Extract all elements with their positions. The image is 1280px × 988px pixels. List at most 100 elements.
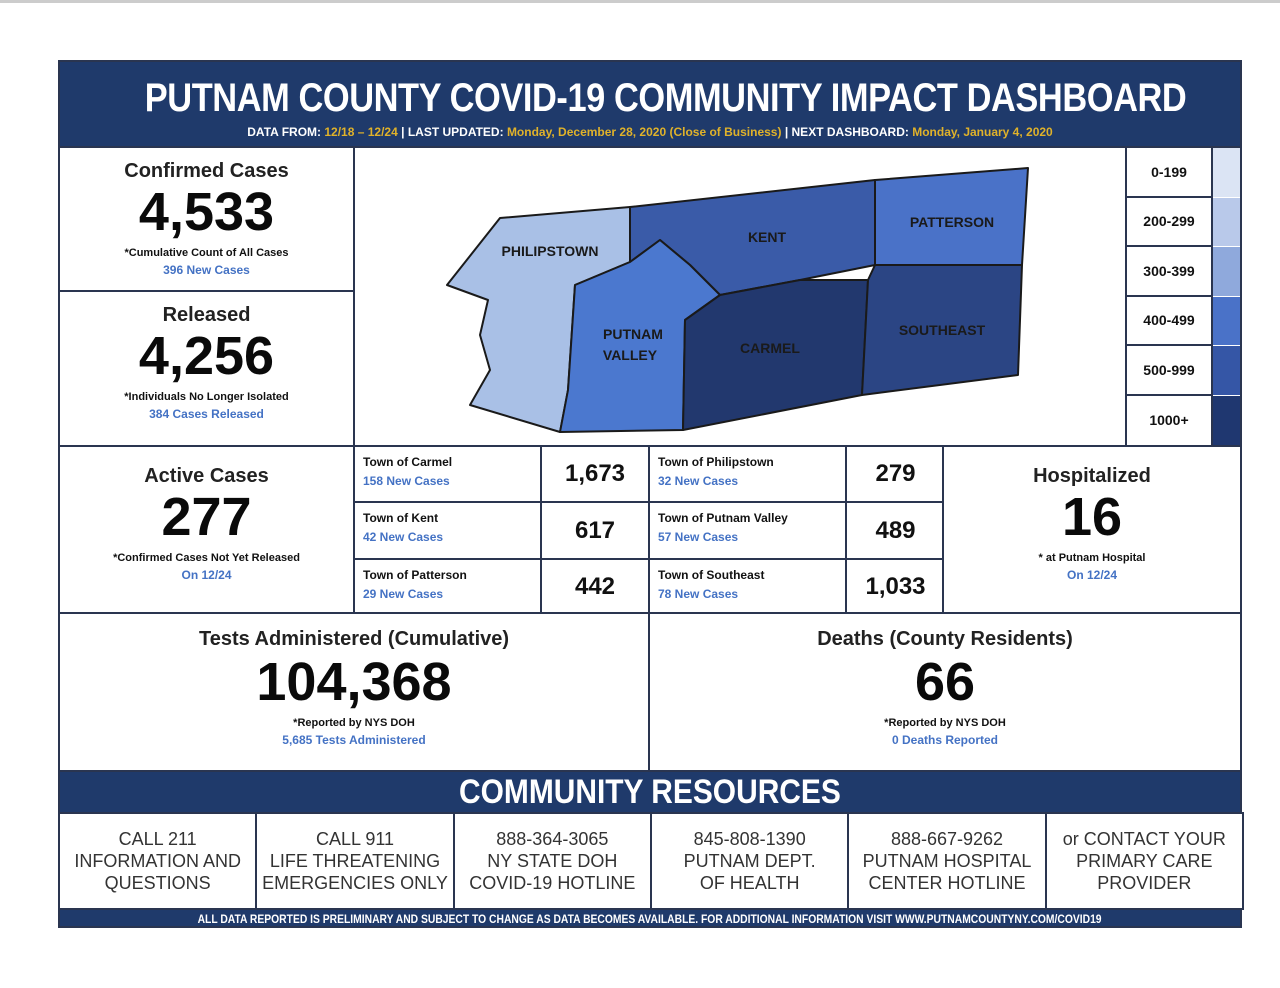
town-sub: 158 New Cases xyxy=(363,474,450,488)
legend-label: 1000+ xyxy=(1127,395,1213,445)
tests-box: Tests Administered (Cumulative) 104,368 … xyxy=(58,612,650,772)
town-sub: 42 New Cases xyxy=(363,530,444,544)
value: Monday, January 4, 2020 xyxy=(912,125,1053,139)
towns-table: Town of Carmel 158 New Cases 1,673 Town of … xyxy=(353,445,946,616)
resource-cell: 845-808-1390 PUTNAM DEPT. OF HEALTH xyxy=(650,812,850,910)
legend-swatch xyxy=(1213,197,1240,247)
resource-line: QUESTIONS xyxy=(104,873,211,893)
region-label: KENT xyxy=(748,229,787,245)
resource-line: 845-808-1390 xyxy=(693,829,806,849)
town-name: Town of Patterson xyxy=(363,568,467,582)
resource-line: NY STATE DOH xyxy=(487,851,618,871)
resource-line: CENTER HOTLINE xyxy=(868,873,1026,893)
region-label: VALLEY xyxy=(603,347,658,363)
resources: CALL 211 INFORMATION AND QUESTIONS CALL 911… xyxy=(58,812,1244,910)
hospitalized-box: Hospitalized 16 * at Putnam Hospital On … xyxy=(942,445,1242,614)
box-title: Deaths (County Residents) xyxy=(817,628,1073,650)
resource-line: LIFE THREATENING xyxy=(269,851,441,871)
note: * at Putnam Hospital xyxy=(1038,552,1146,564)
sub-note: On 12/24 xyxy=(1066,568,1118,582)
big-number: 4,533 xyxy=(138,182,275,242)
town-cell: Town of Carmel 158 New Cases xyxy=(353,445,542,503)
legend-swatch xyxy=(1213,247,1240,297)
resource-line: PROVIDER xyxy=(1097,873,1192,893)
resource-line: OF HEALTH xyxy=(699,873,800,893)
deaths-box: Deaths (County Residents) 66 *Reported b… xyxy=(648,612,1242,772)
value: 12/18 – 12/24 xyxy=(324,125,398,139)
resource-line: CALL 211 xyxy=(118,829,197,849)
resource-line: or CONTACT YOUR xyxy=(1062,829,1226,849)
town-name: Town of Philipstown xyxy=(658,455,774,469)
resource-line: PRIMARY CARE xyxy=(1076,851,1213,871)
big-number: 66 xyxy=(914,652,976,712)
resource-cell: CALL 211 INFORMATION AND QUESTIONS xyxy=(58,812,258,910)
active-box: Active Cases 277 *Confirmed Cases Not Ye… xyxy=(58,445,355,614)
big-number: 4,256 xyxy=(138,326,275,386)
region-label: CARMEL xyxy=(740,340,800,356)
town-cell: Town of Patterson 29 New Cases xyxy=(353,558,542,616)
legend-label: 500-999 xyxy=(1127,346,1213,396)
town-name: Town of Putnam Valley xyxy=(658,511,788,525)
region xyxy=(861,264,1023,396)
town-cell: Town of Kent 42 New Cases xyxy=(353,501,542,560)
label: DATA FROM: xyxy=(247,125,322,139)
resource-line: CALL 911 xyxy=(315,829,395,849)
box-title: Tests Administered (Cumulative) xyxy=(198,628,510,650)
footer-text: ALL DATA REPORTED IS PRELIMINARY AND SUB… xyxy=(198,912,1102,926)
big-number: 104,368 xyxy=(256,652,452,712)
resource-line: 888-667-9262 xyxy=(890,829,1004,849)
legend-label: 400-499 xyxy=(1127,296,1213,346)
subtitle: DATA FROM: 12/18 – 12/24 | LAST UPDATED:… xyxy=(60,125,1240,139)
released-box: Released 4,256 *Individuals No Longer Is… xyxy=(58,290,355,447)
town-sub: 29 New Cases xyxy=(363,587,444,601)
box-title: Hospitalized xyxy=(1033,465,1151,487)
legend-label: 0-199 xyxy=(1127,148,1213,198)
resource-cell: 888-364-3065 NY STATE DOH COVID-19 HOTLINE xyxy=(452,812,652,910)
map: PHILIPSTOWN KENT PATTERSON PUTNAM VALLEY… xyxy=(446,167,1029,433)
resources-title: COMMUNITY RESOURCES xyxy=(459,773,841,811)
town-cell: Town of Philipstown 32 New Cases xyxy=(648,445,847,503)
sub-note: 5,685 Tests Administered xyxy=(282,733,426,747)
sub-note: On 12/24 xyxy=(181,568,232,582)
region-label: PHILIPSTOWN xyxy=(502,243,599,259)
big-number: 277 xyxy=(161,487,252,547)
label: | LAST UPDATED: xyxy=(401,125,504,139)
town-sub: 57 New Cases xyxy=(658,530,739,544)
town-cell: Town of Southeast 78 New Cases xyxy=(648,558,847,616)
note: *Confirmed Cases Not Yet Released xyxy=(113,552,300,564)
legend-label: 300-399 xyxy=(1127,247,1213,297)
sub-note: 396 New Cases xyxy=(163,263,250,277)
label: | NEXT DASHBOARD: xyxy=(784,125,909,139)
resource-line: PUTNAM DEPT. xyxy=(683,851,816,871)
town-name: Town of Southeast xyxy=(658,568,765,582)
town-count: 1,033 xyxy=(845,558,946,616)
top-rule xyxy=(0,0,1280,3)
town-count: 1,673 xyxy=(540,445,650,503)
legend-swatch xyxy=(1213,395,1240,445)
sub-note: 384 Cases Released xyxy=(149,407,264,421)
box-title: Released xyxy=(162,304,251,326)
town-sub: 78 New Cases xyxy=(658,587,739,601)
sub-note: 0 Deaths Reported xyxy=(891,733,999,747)
town-count: 279 xyxy=(845,445,946,503)
legend-swatch xyxy=(1213,148,1240,198)
box-title: Confirmed Cases xyxy=(124,160,289,182)
resource-line: COVID-19 HOTLINE xyxy=(469,873,636,893)
resource-cell: or CONTACT YOUR PRIMARY CARE PROVIDER xyxy=(1044,812,1244,910)
town-count: 442 xyxy=(540,558,650,616)
town-count: 489 xyxy=(845,501,946,560)
resource-line: EMERGENCIES ONLY xyxy=(262,873,448,893)
note: *Reported by NYS DOH xyxy=(293,717,415,729)
note: *Individuals No Longer Isolated xyxy=(124,391,289,403)
town-cell: Town of Putnam Valley 57 New Cases xyxy=(648,501,847,560)
region-label: PUTNAM xyxy=(603,326,663,342)
resource-line: PUTNAM HOSPITAL xyxy=(862,851,1032,871)
town-count: 617 xyxy=(540,501,650,560)
note: *Reported by NYS DOH xyxy=(884,717,1006,729)
resources-bar: COMMUNITY RESOURCES xyxy=(58,770,1242,814)
town-name: Town of Carmel xyxy=(363,455,453,469)
value: Monday, December 28, 2020 (Close of Busi… xyxy=(506,125,782,139)
resource-cell: 888-667-9262 PUTNAM HOSPITAL CENTER HOTLIN… xyxy=(847,812,1047,910)
resource-cell: CALL 911 LIFE THREATENING EMERGENCIES ONLY xyxy=(255,812,455,910)
